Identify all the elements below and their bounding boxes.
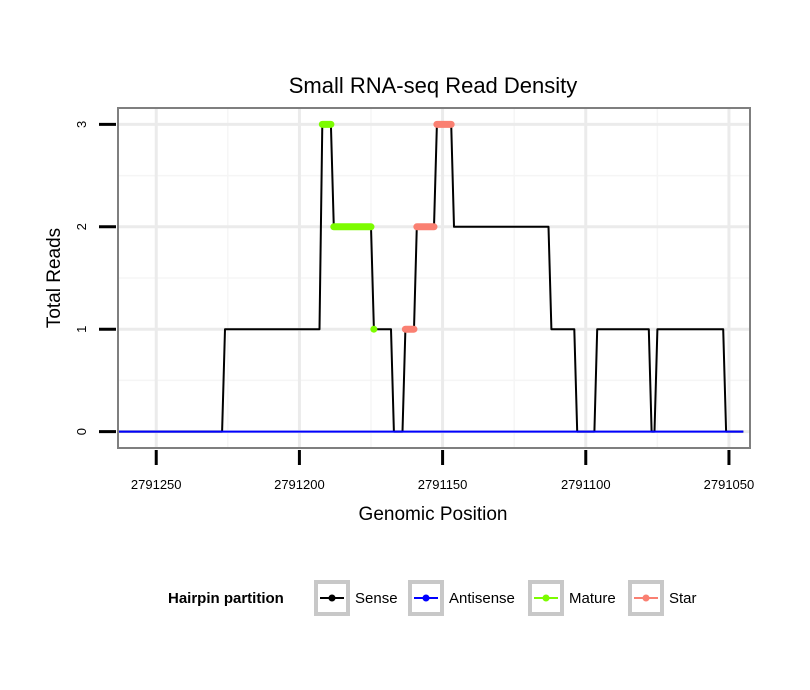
x-axis-label: Genomic Position <box>359 504 508 525</box>
legend-dot-sense <box>328 594 336 602</box>
series-line-sense <box>119 123 744 433</box>
series-point-mature-2 <box>370 325 378 333</box>
x-axis: 2791250 2791200 2791150 2791100 2791050 <box>131 450 754 492</box>
plot-panel-border <box>117 107 751 449</box>
x-tick-label: 2791250 <box>131 477 182 492</box>
plot-marks <box>119 120 744 433</box>
x-tick-label: 2791050 <box>704 477 755 492</box>
legend-dot-antisense <box>422 594 430 602</box>
chart-title: Small RNA-seq Read Density <box>289 73 578 98</box>
legend-dot-star <box>642 594 650 602</box>
legend-label-star: Star <box>669 590 697 607</box>
y-tick-label: 2 <box>74 223 89 230</box>
y-tick-label: 1 <box>74 326 89 333</box>
legend: Hairpin partition Sense Antisense Mature St… <box>168 580 697 616</box>
x-tick-label: 2791150 <box>418 477 468 492</box>
y-axis: 0 1 2 3 <box>74 121 116 435</box>
legend-title: Hairpin partition <box>168 590 284 607</box>
y-axis-label: Total Reads <box>44 228 65 328</box>
legend-label-mature: Mature <box>569 590 616 607</box>
x-tick-label: 2791100 <box>561 477 611 492</box>
y-tick-label: 0 <box>74 428 89 435</box>
y-tick-label: 3 <box>74 121 89 128</box>
legend-label-antisense: Antisense <box>449 590 515 607</box>
x-tick-label: 2791200 <box>274 477 325 492</box>
legend-dot-mature <box>542 594 550 602</box>
legend-label-sense: Sense <box>355 590 398 607</box>
